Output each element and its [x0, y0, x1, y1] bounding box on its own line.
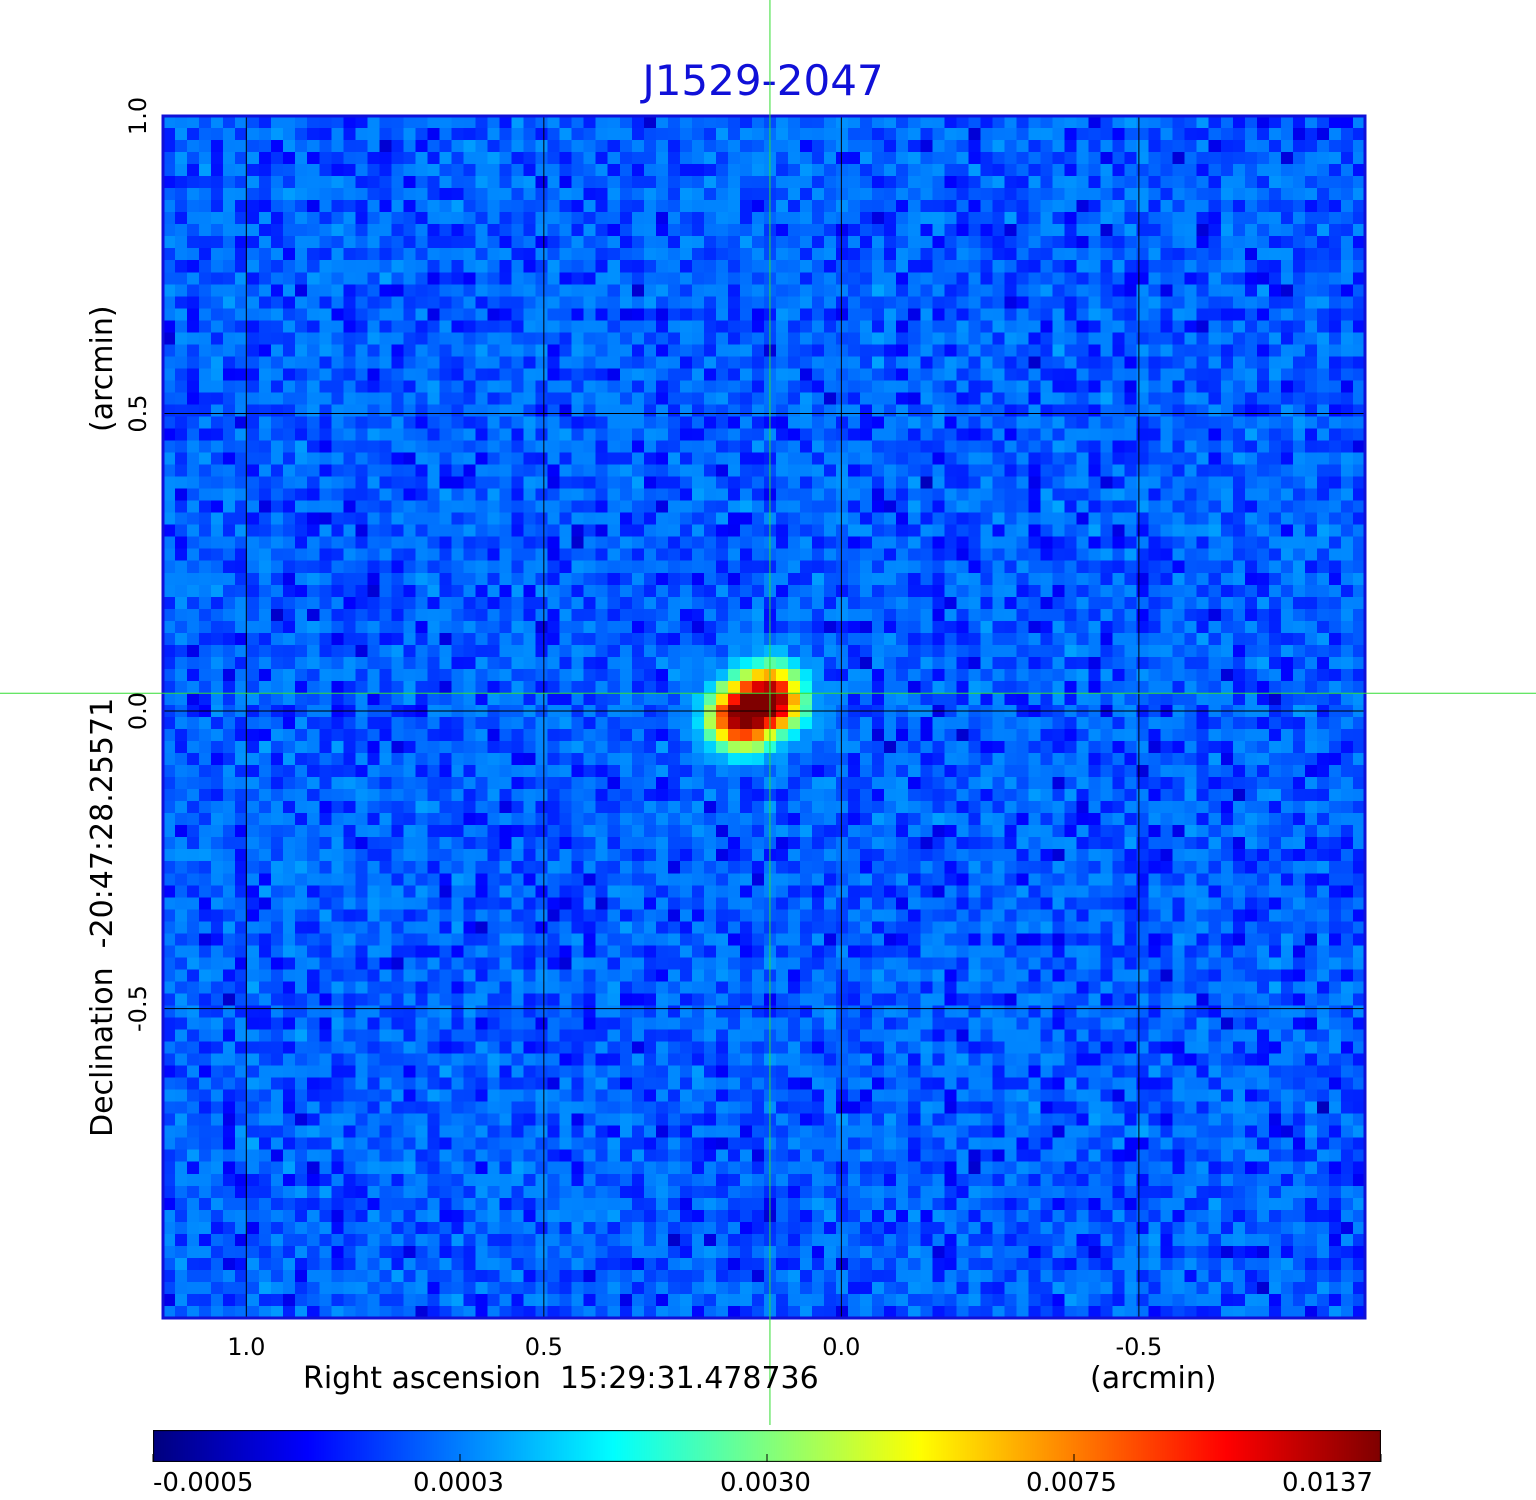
y-tick-label: 0.0 [124, 692, 152, 730]
x-tick-label: 0.5 [525, 1333, 563, 1361]
colorbar-ticks [152, 1454, 1382, 1462]
crosshair [0, 0, 1536, 1425]
x-tick-label: 0.0 [822, 1333, 860, 1361]
colorbar-tick-label: 0.0003 [413, 1468, 504, 1498]
y-tick-label: 1.0 [124, 97, 152, 135]
colorbar-tick-label: 0.0075 [1026, 1468, 1117, 1498]
grid-lines [163, 115, 1365, 1318]
plot-title: J1529-2047 [642, 56, 884, 105]
x-tick-label: -0.5 [1115, 1333, 1162, 1361]
colorbar-tick-label: 0.0137 [1282, 1468, 1373, 1498]
y-tick-label: -0.5 [124, 985, 152, 1032]
colorbar-tick-label: -0.0005 [153, 1468, 254, 1498]
x-tick-label: 1.0 [227, 1333, 265, 1361]
x-axis-label: Right ascension 15:29:31.478736 [303, 1361, 819, 1396]
plot-frame [161, 114, 1367, 1320]
colorbar-tick-label: 0.0030 [720, 1468, 811, 1498]
y-axis-unit: (arcmin) [85, 305, 120, 432]
x-axis-unit: (arcmin) [1090, 1361, 1217, 1396]
y-axis-label: Declination -20:47:28.25571 [85, 698, 120, 1137]
y-tick-label: 0.5 [124, 394, 152, 432]
intensity-map [163, 116, 1365, 1318]
